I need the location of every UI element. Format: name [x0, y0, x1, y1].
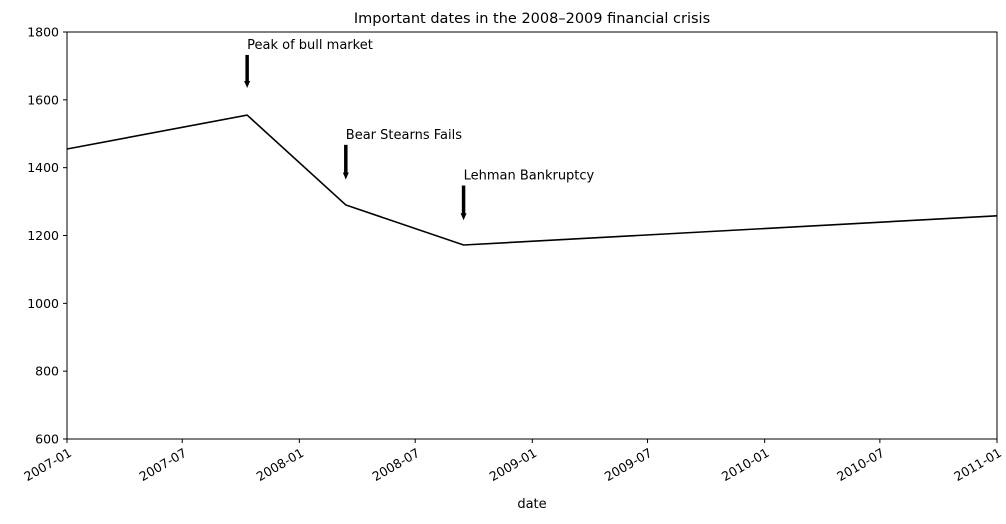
y-tick-label: 1000 [27, 296, 59, 311]
plot-frame [66, 31, 998, 440]
x-tick-label: 2009-01 [487, 445, 540, 484]
y-tick-label: 800 [35, 364, 59, 379]
y-tick-label: 1600 [27, 92, 59, 107]
x-tick-label: 2010-07 [834, 445, 887, 484]
y-tick-label: 1400 [27, 160, 59, 175]
y-tick-label: 1200 [27, 228, 59, 243]
chart-title: Important dates in the 2008–2009 financi… [354, 11, 710, 27]
x-tick-label: 2010-01 [719, 445, 772, 484]
x-tick-label: 2007-07 [136, 445, 189, 484]
annotation-arrow-head [460, 213, 467, 221]
y-tick-label: 600 [35, 432, 59, 447]
x-tick-label: 2011-01 [951, 445, 1004, 484]
annotation-label: Peak of bull market [247, 38, 373, 53]
annotation-arrow-head [244, 80, 251, 88]
annotation-arrow-head [342, 172, 349, 180]
x-tick-label: 2007-01 [21, 445, 74, 484]
annotation-label: Bear Stearns Fails [346, 128, 462, 143]
x-tick-label: 2008-01 [254, 445, 307, 484]
series-line [66, 114, 998, 246]
x-tick-label: 2008-07 [369, 445, 422, 484]
y-tick-label: 1800 [27, 25, 59, 40]
x-axis-label: date [517, 497, 546, 512]
x-tick-label: 2009-07 [602, 445, 655, 484]
annotation-label: Lehman Bankruptcy [464, 169, 595, 184]
